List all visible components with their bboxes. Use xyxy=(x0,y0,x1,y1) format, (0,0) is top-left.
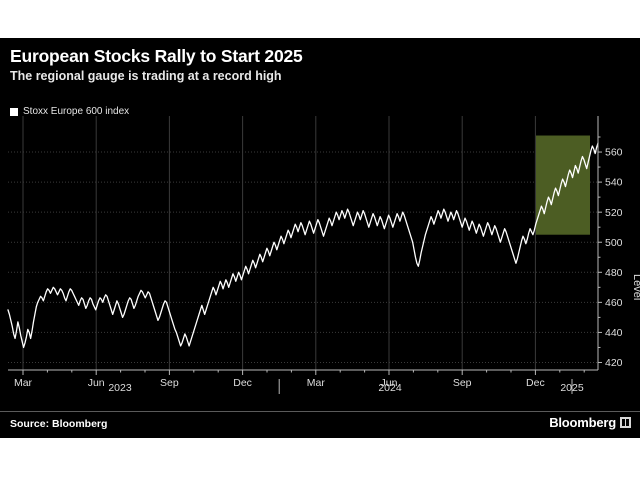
axis-labels: 420 440 460 480 500 520 540 560 Level Mar Jun Sep De… xyxy=(14,147,640,394)
chart-legend: Stoxx Europe 600 index xyxy=(10,106,129,117)
svg-text:Mar: Mar xyxy=(14,377,33,389)
svg-text:560: 560 xyxy=(605,147,623,159)
plot-area: 420 440 460 480 500 520 540 560 Level Mar Jun Sep De… xyxy=(0,38,640,438)
svg-text:2025: 2025 xyxy=(560,382,584,394)
svg-text:540: 540 xyxy=(605,177,623,189)
svg-text:Mar: Mar xyxy=(307,377,326,389)
series-line-stoxx-europe-600 xyxy=(7,142,599,349)
chart-title: European Stocks Rally to Start 2025 xyxy=(10,46,303,66)
chart-svg: 420 440 460 480 500 520 540 560 Level Mar Jun Sep De… xyxy=(7,116,640,394)
svg-text:Dec: Dec xyxy=(233,377,252,389)
svg-text:460: 460 xyxy=(605,297,623,309)
axes xyxy=(8,116,602,394)
svg-text:440: 440 xyxy=(605,327,623,339)
svg-text:2024: 2024 xyxy=(378,382,402,394)
highlight-region xyxy=(536,135,590,235)
chart-header: European Stocks Rally to Start 2025 The … xyxy=(10,46,630,84)
svg-text:420: 420 xyxy=(605,357,623,369)
svg-text:500: 500 xyxy=(605,237,623,249)
chart-footer: Source: Bloomberg Bloomberg xyxy=(0,411,640,438)
white-square-icon xyxy=(10,107,18,116)
gridlines xyxy=(8,116,598,370)
svg-text:Jun: Jun xyxy=(88,377,105,389)
svg-text:480: 480 xyxy=(605,267,623,279)
source-label: Source: Bloomberg xyxy=(10,418,108,430)
svg-text:Level: Level xyxy=(631,274,640,300)
chart-subtitle: The regional gauge is trading at a recor… xyxy=(10,69,282,83)
chart-figure: European Stocks Rally to Start 2025 The … xyxy=(0,38,640,438)
svg-text:Jun: Jun xyxy=(381,377,398,389)
bloomberg-brand: Bloomberg xyxy=(549,415,631,430)
legend-item-label: Stoxx Europe 600 index xyxy=(23,106,130,117)
svg-text:Sep: Sep xyxy=(160,377,179,389)
svg-text:Sep: Sep xyxy=(453,377,472,389)
brand-name: Bloomberg xyxy=(549,415,616,430)
bloomberg-logo-icon xyxy=(620,417,631,428)
svg-text:520: 520 xyxy=(605,207,623,219)
svg-text:Dec: Dec xyxy=(526,377,545,389)
svg-text:2023: 2023 xyxy=(108,382,132,394)
